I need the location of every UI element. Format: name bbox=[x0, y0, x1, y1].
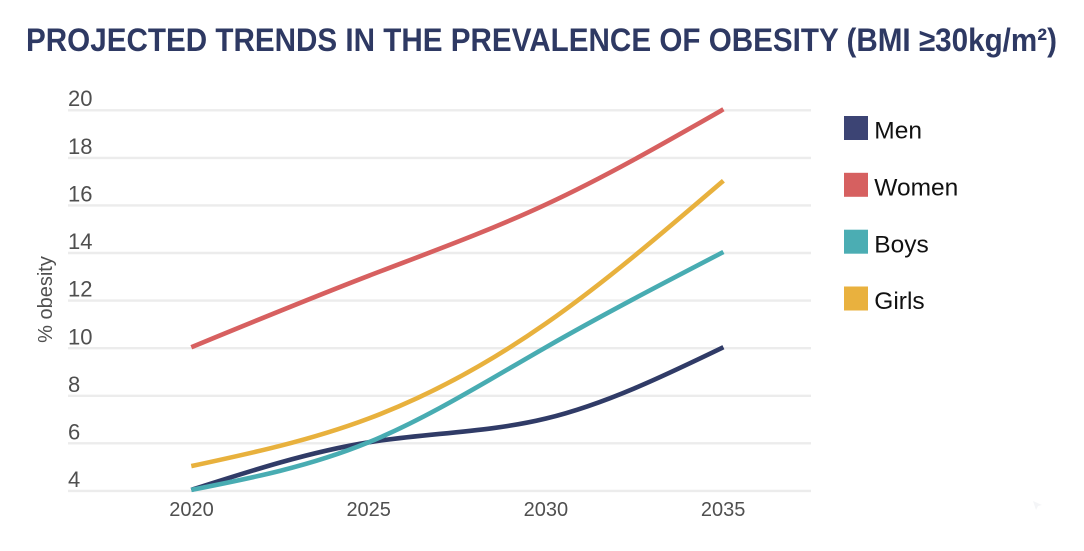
svg-text:10: 10 bbox=[68, 324, 92, 349]
svg-text:8: 8 bbox=[68, 372, 80, 397]
svg-text:2030: 2030 bbox=[524, 499, 569, 521]
svg-text:6: 6 bbox=[68, 420, 80, 445]
svg-text:2020: 2020 bbox=[169, 499, 214, 521]
svg-text:20: 20 bbox=[68, 86, 92, 111]
svg-text:Men: Men bbox=[874, 118, 922, 145]
svg-text:2025: 2025 bbox=[346, 499, 391, 521]
svg-text:2035: 2035 bbox=[701, 499, 746, 521]
svg-text:14: 14 bbox=[68, 229, 92, 254]
svg-text:% obesity: % obesity bbox=[35, 256, 57, 343]
svg-text:Girls: Girls bbox=[874, 288, 924, 315]
svg-text:18: 18 bbox=[68, 134, 92, 159]
svg-text:Boys: Boys bbox=[874, 231, 928, 258]
svg-text:Women: Women bbox=[874, 175, 958, 202]
svg-text:4: 4 bbox=[68, 467, 80, 492]
svg-text:PROJECTED TRENDS IN THE PREVAL: PROJECTED TRENDS IN THE PREVALENCE OF OB… bbox=[26, 22, 1057, 58]
svg-text:16: 16 bbox=[68, 181, 92, 206]
svg-text:12: 12 bbox=[68, 277, 92, 302]
